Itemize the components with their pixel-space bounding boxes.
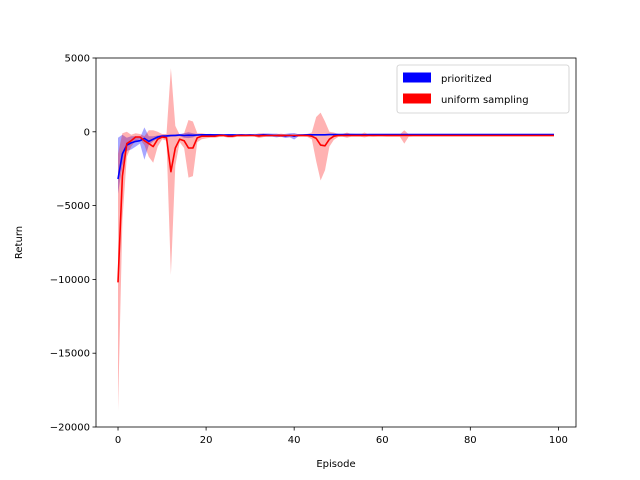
uniform-sampling-band — [118, 68, 554, 411]
legend-swatch-uniform-sampling — [403, 93, 431, 104]
y-tick-label: −20000 — [50, 423, 90, 434]
series-lines — [117, 133, 554, 283]
y-tick-label: −5000 — [56, 201, 90, 212]
x-tick-label: 20 — [200, 435, 213, 446]
legend-box — [396, 64, 570, 114]
x-tick-label: 100 — [549, 435, 568, 446]
x-tick-label: 60 — [376, 435, 389, 446]
y-axis-label: Return — [14, 226, 25, 259]
x-tick-label: 80 — [464, 435, 477, 446]
y-tick-label: −15000 — [50, 349, 90, 360]
y-tick-label: 5000 — [65, 54, 90, 65]
y-axis-ticks: −20000 −15000 −10000 −5000 0 5000 — [50, 54, 96, 434]
legend-swatch-prioritized — [403, 72, 431, 83]
x-axis-label: Episode — [316, 459, 355, 470]
prioritized-line — [117, 133, 554, 180]
legend-label-prioritized: prioritized — [441, 74, 492, 85]
legend-label-uniform-sampling: uniform sampling — [441, 95, 529, 106]
x-tick-label: 40 — [288, 435, 301, 446]
legend: prioritized uniform sampling — [396, 64, 570, 114]
x-axis-ticks: 0 20 40 60 80 100 — [115, 427, 568, 446]
y-tick-label: −10000 — [50, 275, 90, 286]
plot-frame — [95, 57, 577, 428]
x-tick-label: 0 — [115, 435, 121, 446]
uniform-sampling-line — [117, 134, 554, 283]
y-tick-label: 0 — [84, 127, 90, 138]
